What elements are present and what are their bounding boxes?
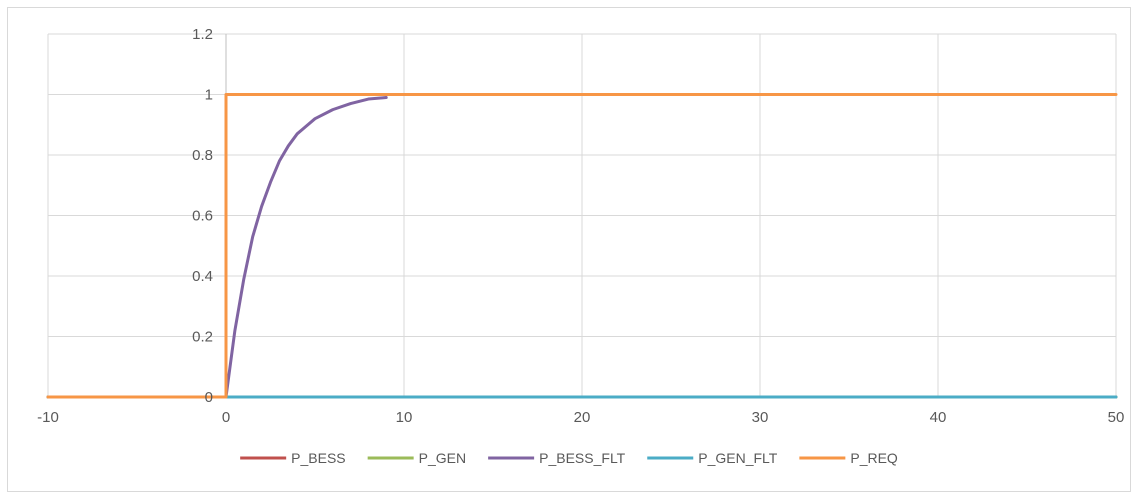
y-tick-label: 1 xyxy=(205,87,213,104)
legend-item-p-req: P_REQ xyxy=(799,450,898,466)
legend-label: P_GEN_FLT xyxy=(698,450,778,466)
legend-label: P_BESS_FLT xyxy=(539,450,626,466)
legend-label: P_BESS xyxy=(291,450,345,466)
x-tick-label: 30 xyxy=(752,409,769,426)
x-tick-label: 50 xyxy=(1108,409,1125,426)
legend-item-p-gen: P_GEN xyxy=(367,450,466,466)
series-line-p-bess-flt xyxy=(46,96,388,399)
x-tick-label: 40 xyxy=(930,409,947,426)
chart-frame: 0 0.2 0.4 0.6 0.8 1 1.2 -10 0 10 20 30 40 50 P_BESS P_… xyxy=(7,7,1131,492)
y-tick-label: 0.6 xyxy=(192,208,213,225)
legend-label: P_GEN xyxy=(419,450,466,466)
y-tick-label: 0.8 xyxy=(192,147,213,164)
series-lines xyxy=(46,93,1118,399)
y-tick-label: 0 xyxy=(205,389,213,406)
x-tick-label: 0 xyxy=(222,409,230,426)
legend-item-p-bess-flt: P_BESS_FLT xyxy=(488,450,626,466)
y-tick-label: 1.2 xyxy=(192,26,213,43)
line-chart: 00.20.40.60.811.2-10 0 10 20 30 40 50 P_BESS P_… xyxy=(37,26,1124,466)
x-tick-label: -10 xyxy=(37,409,59,426)
y-tick-label: 0.2 xyxy=(192,329,213,346)
legend-label: P_REQ xyxy=(850,450,898,466)
legend-item-p-bess: P_BESS xyxy=(240,450,346,466)
y-tick-label: 0.4 xyxy=(192,268,213,285)
x-tick-label: 10 xyxy=(396,409,413,426)
legend-item-p-gen-flt: P_GEN_FLT xyxy=(647,450,778,466)
tick-labels: 0 0.2 0.4 0.6 0.8 1 1.2 -10 0 10 20 30 40 50 xyxy=(37,26,1124,426)
x-tick-label: 20 xyxy=(574,409,591,426)
legend: P_BESS P_GEN P_BESS_FLT P_GEN_FLT P_REQ xyxy=(240,450,898,466)
series-line-p-req xyxy=(46,93,1118,399)
